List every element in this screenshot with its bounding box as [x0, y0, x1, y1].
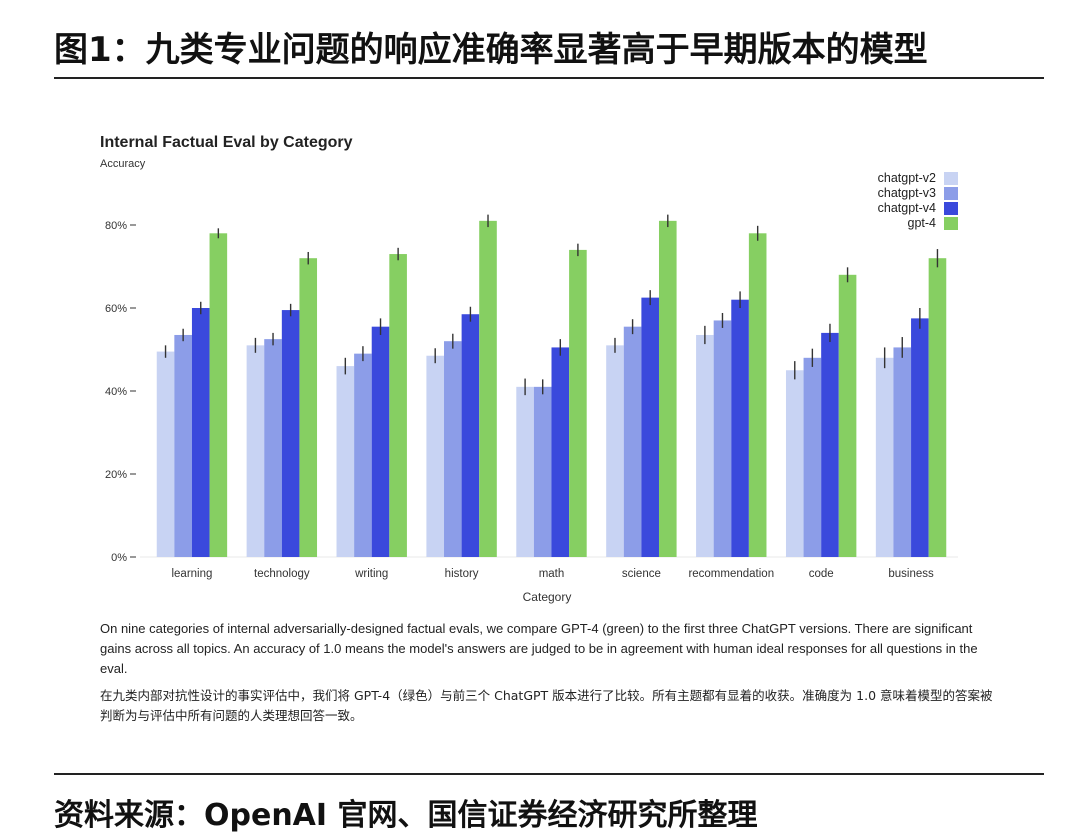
y-axis-label: Accuracy — [100, 158, 146, 170]
bar-chatgpt-v3 — [623, 326, 642, 557]
bar-gpt-4 — [658, 220, 677, 557]
bar-chatgpt-v4 — [731, 299, 749, 557]
bar-chatgpt-v4 — [461, 314, 480, 557]
bar-gpt-4 — [838, 274, 857, 557]
bar-chatgpt-v3 — [264, 339, 282, 557]
bar-chatgpt-v2 — [426, 355, 445, 557]
bar-chatgpt-v4 — [191, 308, 210, 557]
y-axis-ticks: 0% 20% 40% 60% 80% — [105, 220, 136, 564]
bar-gpt-4 — [389, 254, 407, 558]
y-tick-label: 0% — [111, 552, 127, 564]
legend-swatch — [944, 187, 958, 200]
bottom-divider — [54, 773, 1044, 775]
y-tick-label: 80% — [105, 220, 127, 232]
legend-swatch — [944, 217, 958, 230]
caption-chinese: 在九类内部对抗性设计的事实评估中，我们将 GPT-4（绿色）与前三个 ChatG… — [100, 688, 993, 723]
chart-title: Internal Factual Eval by Category — [100, 134, 353, 151]
x-tick-label: history — [445, 568, 479, 580]
bar-gpt-4 — [748, 233, 767, 558]
x-axis-ticks: learning technology writing history math scie… — [171, 568, 934, 580]
bar-chatgpt-v2 — [516, 386, 534, 557]
caption-english: On nine categories of internal adversari… — [100, 621, 978, 676]
x-tick-label: writing — [354, 568, 388, 580]
x-tick-label: business — [888, 568, 934, 580]
bar-chatgpt-v2 — [156, 351, 175, 557]
x-tick-label: learning — [171, 568, 212, 580]
x-tick-label: technology — [254, 568, 310, 580]
x-tick-label: science — [622, 568, 661, 580]
bar-gpt-4 — [479, 220, 497, 557]
bar-chatgpt-v3 — [713, 320, 732, 557]
bar-chatgpt-v4 — [371, 326, 390, 557]
legend-label: chatgpt-v2 — [878, 171, 936, 185]
bar-gpt-4 — [299, 258, 318, 557]
bar-chatgpt-v4 — [551, 347, 570, 557]
x-axis-label: Category — [523, 590, 572, 604]
y-tick-label: 20% — [105, 469, 127, 481]
y-tick-label: 40% — [105, 386, 127, 398]
bars-group — [156, 214, 947, 558]
bar-gpt-4 — [569, 249, 587, 557]
bar-chatgpt-v4 — [911, 318, 929, 557]
bar-chatgpt-v2 — [246, 345, 265, 557]
bar-gpt-4 — [928, 258, 947, 557]
bar-chatgpt-v3 — [803, 357, 822, 557]
bar-chatgpt-v3 — [354, 353, 372, 557]
bar-chatgpt-v4 — [281, 310, 300, 557]
x-tick-label: recommendation — [688, 568, 774, 580]
bar-chatgpt-v3 — [174, 334, 192, 557]
x-tick-label: math — [539, 568, 565, 580]
legend-label: chatgpt-v4 — [878, 201, 936, 215]
bar-chatgpt-v3 — [533, 386, 552, 557]
legend-swatch — [944, 172, 958, 185]
y-tick-label: 60% — [105, 303, 127, 315]
bar-chatgpt-v2 — [606, 345, 624, 557]
bar-chatgpt-v2 — [336, 366, 355, 557]
legend-label: gpt-4 — [908, 216, 937, 230]
bar-chatgpt-v4 — [821, 332, 839, 557]
bar-chatgpt-v2 — [785, 370, 804, 557]
bar-chatgpt-v3 — [893, 347, 912, 557]
bar-gpt-4 — [209, 233, 228, 558]
legend-label: chatgpt-v3 — [878, 186, 936, 200]
top-divider — [54, 77, 1044, 79]
bar-chatgpt-v3 — [444, 341, 462, 557]
source-note: 资料来源：OpenAI 官网、国信证券经济研究所整理 — [54, 798, 758, 833]
legend-swatch — [944, 202, 958, 215]
bar-chatgpt-v4 — [641, 297, 659, 557]
bar-chatgpt-v2 — [696, 334, 714, 557]
bar-chatgpt-v2 — [875, 357, 894, 557]
figure-title: 图1：九类专业问题的响应准确率显著高于早期版本的模型 — [54, 30, 928, 70]
x-tick-label: code — [809, 568, 834, 580]
